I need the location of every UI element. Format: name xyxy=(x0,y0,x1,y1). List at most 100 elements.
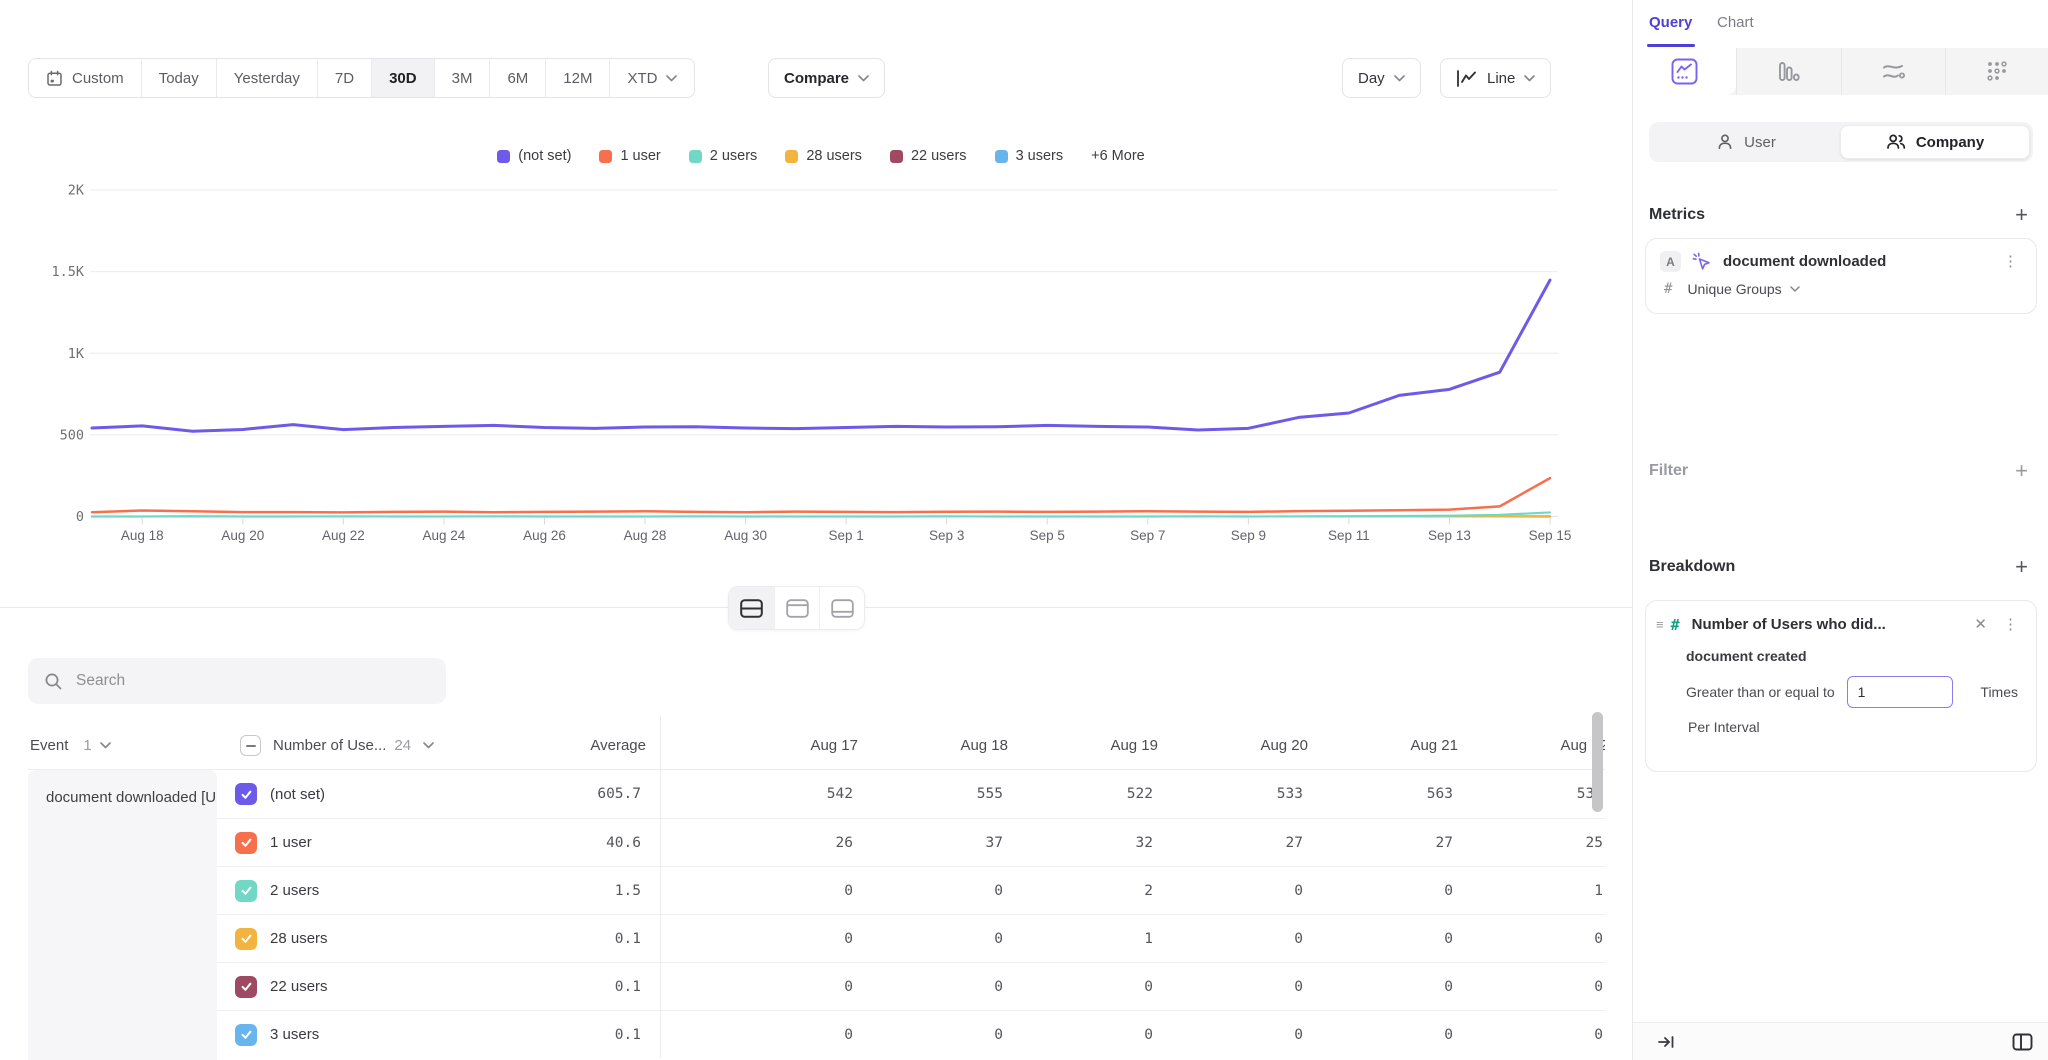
drag-handle-icon[interactable]: ≡ xyxy=(1656,617,1663,632)
x-axis-label: Sep 3 xyxy=(929,528,964,543)
cell-value: 0 xyxy=(1455,931,1605,947)
layout-top-button[interactable] xyxy=(774,587,819,629)
date-range-yesterday[interactable]: Yesterday xyxy=(216,59,317,97)
cell-value: 1 xyxy=(1005,931,1155,947)
breakdown-per-label[interactable]: Per Interval xyxy=(1686,719,2022,735)
date-column-header: Aug 22 xyxy=(1460,737,1605,754)
series-cell: 22 users xyxy=(217,976,555,998)
table-row: (not set)605.7542555522533563532 xyxy=(217,770,1605,818)
series-checkbox[interactable] xyxy=(235,880,257,902)
chevron-down-icon xyxy=(858,75,869,82)
kebab-menu-icon[interactable]: ⋮ xyxy=(1999,252,2022,271)
kebab-menu-icon[interactable]: ⋮ xyxy=(1999,615,2022,634)
chart-type-bar-button[interactable] xyxy=(1736,48,1840,95)
collapse-panel-icon[interactable] xyxy=(1657,1033,1676,1051)
average-value: 40.6 xyxy=(555,835,655,851)
y-axis-label: 2K xyxy=(68,183,85,199)
select-all-checkbox[interactable] xyxy=(240,735,261,756)
scope-company-label: Company xyxy=(1916,134,1984,151)
date-range-label: 6M xyxy=(507,70,528,87)
cell-value: 37 xyxy=(855,835,1005,851)
series-line[interactable] xyxy=(92,478,1550,512)
x-axis-label: Aug 18 xyxy=(121,528,164,543)
date-range-6m[interactable]: 6M xyxy=(489,59,545,97)
breakdown-value-input[interactable] xyxy=(1847,676,1953,708)
date-range-today[interactable]: Today xyxy=(141,59,216,97)
chart-type-dropdown[interactable]: Line xyxy=(1440,58,1551,98)
series-label: 1 user xyxy=(270,834,312,851)
cell-value: 0 xyxy=(705,1027,855,1043)
metric-badge: A xyxy=(1660,251,1681,272)
date-range-label: 30D xyxy=(389,70,417,87)
series-cell: 1 user xyxy=(217,832,555,854)
cell-value: 0 xyxy=(1305,883,1455,899)
date-range-label: Yesterday xyxy=(234,70,300,87)
x-axis-label: Sep 5 xyxy=(1030,528,1065,543)
series-checkbox[interactable] xyxy=(235,928,257,950)
x-axis-label: Sep 11 xyxy=(1328,528,1370,543)
cell-value: 0 xyxy=(855,931,1005,947)
add-metric-button[interactable]: + xyxy=(2011,202,2032,228)
x-axis-label: Aug 26 xyxy=(523,528,566,543)
date-range-7d[interactable]: 7D xyxy=(317,59,371,97)
cell-value: 0 xyxy=(855,883,1005,899)
date-range-3m[interactable]: 3M xyxy=(434,59,490,97)
date-range-label: Custom xyxy=(72,70,124,87)
average-value: 0.1 xyxy=(555,931,655,947)
interval-dropdown[interactable]: Day xyxy=(1342,58,1421,98)
series-label: 28 users xyxy=(270,930,328,947)
cell-value: 532 xyxy=(1455,786,1605,802)
query-panel: Query Chart User C xyxy=(1632,0,2048,1060)
cell-value: 0 xyxy=(705,979,855,995)
tab-query[interactable]: Query xyxy=(1649,14,1692,31)
chart-type-scatter-button[interactable] xyxy=(1945,48,2048,95)
x-axis-label: Aug 22 xyxy=(322,528,365,543)
breakdown-header: Breakdown + xyxy=(1649,554,2032,580)
measure-dropdown[interactable]: Unique Groups xyxy=(1687,281,1799,297)
cell-value: 32 xyxy=(1005,835,1155,851)
vertical-scrollbar[interactable] xyxy=(1592,712,1603,812)
layout-bottom-button[interactable] xyxy=(819,587,864,629)
date-range-label: 7D xyxy=(335,70,354,87)
series-checkbox[interactable] xyxy=(235,832,257,854)
search-input[interactable] xyxy=(76,672,430,690)
date-range-custom[interactable]: Custom xyxy=(29,59,141,97)
filter-title: Filter xyxy=(1649,462,1688,480)
y-axis-label: 500 xyxy=(60,427,84,443)
series-line[interactable] xyxy=(92,280,1550,431)
event-spark-icon xyxy=(1692,252,1712,272)
series-checkbox[interactable] xyxy=(235,976,257,998)
cell-value: 1 xyxy=(1455,883,1605,899)
date-range-xtd[interactable]: XTD xyxy=(609,59,694,97)
metric-card[interactable]: A document downloaded ⋮ # Unique Groups xyxy=(1645,238,2037,314)
series-checkbox[interactable] xyxy=(235,1024,257,1046)
compare-button[interactable]: Compare xyxy=(768,58,885,98)
cell-value: 27 xyxy=(1305,835,1455,851)
x-axis-label: Sep 13 xyxy=(1428,528,1471,543)
layout-split-button[interactable] xyxy=(729,587,774,629)
breakdown-event-name[interactable]: document created xyxy=(1686,648,2022,664)
chart-type-line-button[interactable] xyxy=(1633,48,1736,95)
series-column-header[interactable]: Number of Use...24 xyxy=(222,735,560,756)
series-checkbox[interactable] xyxy=(235,783,257,805)
date-range-label: Today xyxy=(159,70,199,87)
chevron-down-icon xyxy=(423,742,434,749)
cell-value: 0 xyxy=(1005,979,1155,995)
add-breakdown-button[interactable]: + xyxy=(2011,554,2032,580)
event-column-header[interactable]: Event1 xyxy=(28,737,222,754)
split-view-icon[interactable] xyxy=(2012,1032,2033,1052)
breakdown-condition-label[interactable]: Greater than or equal to xyxy=(1686,684,1835,700)
add-filter-button[interactable]: + xyxy=(2011,458,2032,484)
table-rows: (not set)605.7542555522533563532 1 user 40… xyxy=(217,770,1605,1060)
scope-company-option[interactable]: Company xyxy=(1840,125,2030,159)
close-icon[interactable]: ✕ xyxy=(1970,615,1991,634)
line-chart: 05001K1.5K2KAug 18Aug 20Aug 22Aug 24Aug … xyxy=(28,150,1588,550)
date-range-30d[interactable]: 30D xyxy=(371,59,434,97)
chart-type-flow-button[interactable] xyxy=(1841,48,1945,95)
series-cell: 3 users xyxy=(217,1024,555,1046)
scope-user-option[interactable]: User xyxy=(1652,125,1840,159)
tab-chart[interactable]: Chart xyxy=(1717,14,1754,31)
event-name-cell[interactable]: document downloaded [U... xyxy=(28,770,217,1060)
date-range-12m[interactable]: 12M xyxy=(545,59,609,97)
date-range-label: 12M xyxy=(563,70,592,87)
